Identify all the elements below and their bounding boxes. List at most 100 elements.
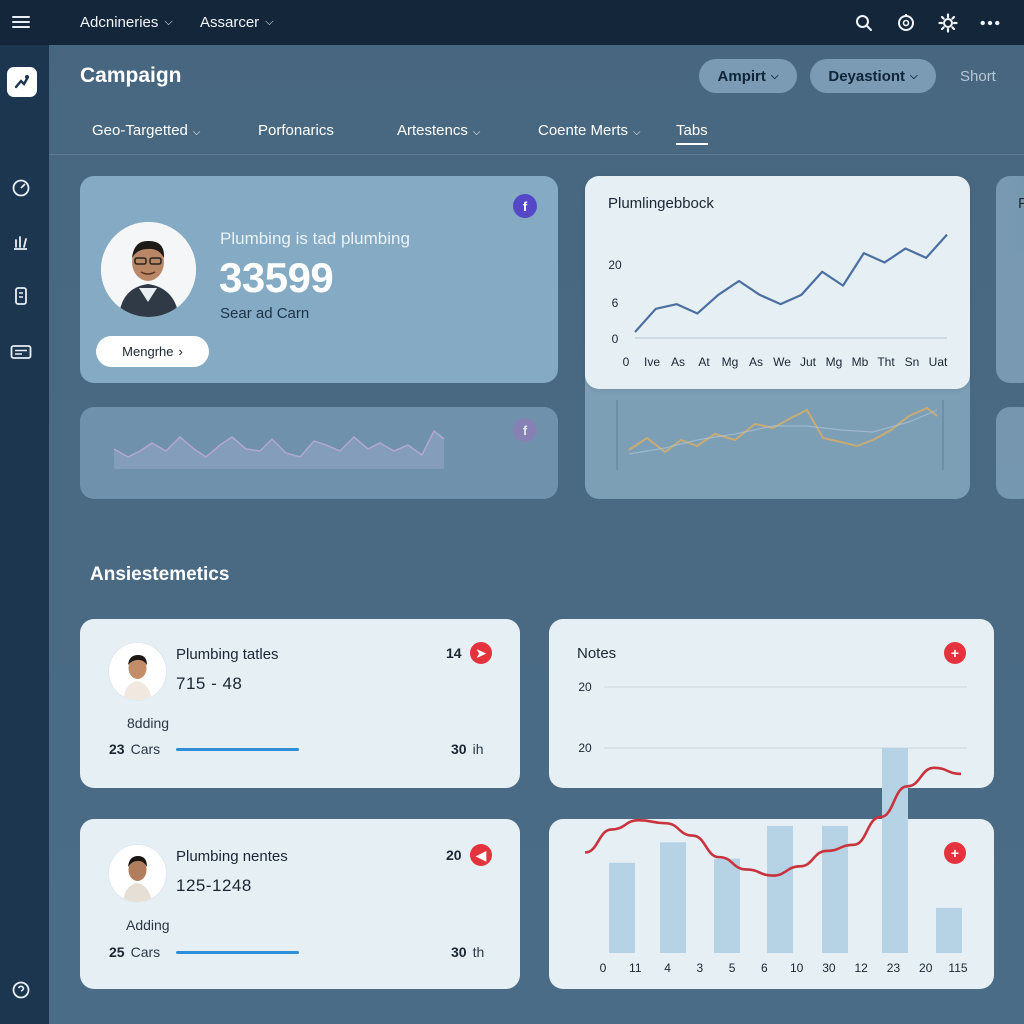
x-tick-label: 115 (948, 961, 967, 975)
avatar (101, 222, 196, 317)
edit-icon[interactable] (10, 231, 32, 253)
chevron-down-icon: ⌵ (633, 127, 641, 138)
chart-title: Plumlingebbock (608, 195, 714, 212)
tab-bar: Geo-Targetted ⌵ Porfonarics Artestencs ⌵ C… (0, 120, 1024, 160)
bar (882, 748, 908, 953)
stat-left-number: 23 (109, 741, 125, 757)
x-tick-label: 20 (919, 961, 933, 975)
avatar (109, 643, 166, 700)
chevron-down-icon: ⌵ (472, 127, 481, 138)
stat-card[interactable]: Plumbing tatles 715 - 48 8dding 23 Cars 3… (80, 619, 520, 788)
stat-left-number: 25 (109, 944, 125, 960)
stat-left-value: 23 Cars (109, 741, 160, 757)
topnav-label: Adcnineries (80, 14, 159, 31)
chevron-down-icon: ⌵ (910, 70, 918, 82)
bar (822, 825, 848, 953)
x-tick-label: 6 (761, 961, 768, 975)
x-tick-label: Mg (722, 355, 739, 369)
x-tick-label: Sn (905, 355, 920, 369)
section-title: Ansiestemetics (90, 564, 230, 585)
chevron-down-icon: ⌵ (164, 16, 173, 28)
chevron-down-icon: ⌵ (265, 16, 274, 28)
stat-badge-count: 14 (446, 645, 462, 661)
progress-bar (176, 748, 299, 751)
sidebar (0, 45, 49, 1024)
stat-right-value: 30 ih (451, 741, 483, 757)
chevron-down-icon: ⌵ (192, 127, 201, 138)
hero-value: 33599 (219, 254, 334, 301)
button-label: Mengrhe (122, 344, 174, 359)
short-link[interactable]: Short (960, 68, 996, 85)
tab-coente-merts[interactable]: Coente Merts ⌵ (538, 122, 641, 139)
stat-range: 125-1248 (176, 876, 252, 895)
overlay-line (584, 766, 962, 877)
tab-label: Coente Merts (538, 122, 629, 139)
page-title: Campaign (80, 64, 182, 87)
hero-more-button[interactable]: Mengrhe › (96, 336, 209, 367)
tab-tabs[interactable]: Tabs (676, 122, 708, 145)
x-tick-label: As (671, 355, 685, 369)
chart-title: Notes (577, 645, 617, 662)
cut-off-title: P (1018, 195, 1024, 212)
topnav-item-adcnineries[interactable]: Adcnineries ⌵ (80, 0, 173, 45)
alert-icon[interactable]: ➤ (470, 642, 492, 664)
x-tick-label: 12 (855, 961, 869, 975)
y-tick-label: 0 (612, 332, 619, 346)
x-tick-label: 0 (623, 355, 630, 369)
x-tick-label: As (749, 355, 763, 369)
stat-card[interactable]: Plumbing nentes 125-1248 Adding 25 Cars 3… (80, 819, 520, 989)
sparkline-card: f (80, 407, 558, 499)
x-tick-label: 5 (729, 961, 736, 975)
facebook-icon: f (513, 418, 537, 442)
stat-title: Plumbing tatles (176, 646, 279, 663)
stat-sublabel: 8dding (127, 715, 170, 731)
stat-sublabel: Adding (126, 917, 170, 933)
bar (714, 858, 740, 953)
stat-range: 715 - 48 (176, 674, 243, 693)
hero-caption: Sear ad Carn (220, 305, 310, 322)
x-tick-label: 4 (664, 961, 671, 975)
y-tick-label: 6 (612, 296, 619, 310)
chevron-right-icon: › (178, 344, 183, 359)
app-logo-icon[interactable] (7, 67, 37, 97)
x-tick-label: At (698, 355, 710, 369)
progress-bar (176, 951, 299, 954)
help-icon[interactable] (10, 979, 32, 1001)
tab-porfonarics[interactable]: Porfonarics (258, 122, 334, 139)
notification-icon[interactable] (896, 13, 916, 33)
deyastiont-dropdown-button[interactable]: Deyastiont ⌵ (810, 59, 936, 93)
x-tick-label: Mg (826, 355, 843, 369)
alert-icon[interactable]: ◀ (470, 844, 492, 866)
stat-right-unit: ih (472, 741, 484, 757)
card-icon[interactable] (10, 341, 32, 363)
line-chart-card: Plumlingebbock 20 6 0 0 Ive As At Mg As We Jut Mg Mb… (585, 176, 970, 389)
button-label: Deyastiont (828, 67, 906, 85)
facebook-icon: f (513, 194, 537, 218)
hero-subtitle: Plumbing is tad plumbing (220, 229, 410, 248)
chevron-down-icon: ⌵ (770, 70, 779, 82)
y-tick-label: 20 (578, 680, 592, 694)
bar (609, 862, 635, 953)
x-tick-label: Tht (877, 355, 895, 369)
add-icon[interactable]: + (944, 642, 966, 664)
tab-geo-targetted[interactable]: Geo-Targetted ⌵ (92, 122, 200, 139)
add-icon[interactable]: + (944, 842, 966, 864)
x-tick-label: 0 (600, 961, 607, 975)
y-tick-label: 20 (608, 258, 622, 272)
stat-right-value: 30 th (451, 944, 484, 960)
x-tick-label: 23 (887, 961, 901, 975)
button-label: Ampirt (717, 67, 766, 85)
settings-icon[interactable] (938, 12, 958, 33)
menu-icon[interactable] (12, 13, 30, 31)
topnav-item-assarcer[interactable]: Assarcer ⌵ (200, 0, 274, 45)
document-icon[interactable] (10, 285, 32, 307)
search-icon[interactable] (854, 13, 874, 33)
tab-artestencs[interactable]: Artestencs ⌵ (397, 122, 480, 139)
ampirt-dropdown-button[interactable]: Ampirt ⌵ (699, 59, 797, 93)
bar-chart: 20 20 0 11 4 3 5 6 10 30 12 23 20 115 (578, 680, 968, 975)
topnav-label: Assarcer (200, 14, 260, 31)
analytics-icon[interactable] (10, 177, 32, 199)
tab-label: Porfonarics (258, 122, 334, 139)
more-icon[interactable] (980, 13, 1000, 33)
x-tick-label: We (773, 355, 791, 369)
